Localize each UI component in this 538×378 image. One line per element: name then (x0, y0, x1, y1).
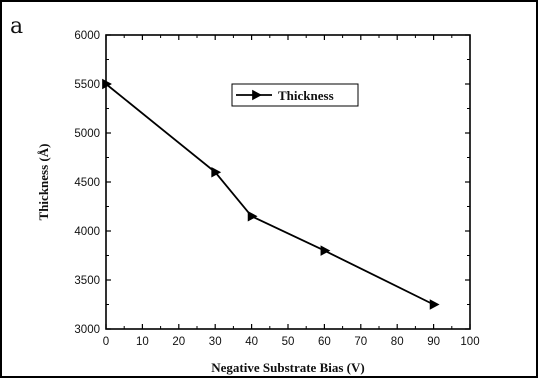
ticks-layer: 0 10 20 30 40 50 60 70 80 90 100 3000 3500 4000 4500 50… (74, 30, 479, 348)
data-point-marker (102, 78, 112, 90)
x-tick-label: 50 (282, 336, 295, 348)
x-tick-label: 30 (209, 336, 222, 348)
y-tick-label: 4500 (74, 177, 100, 189)
y-tick-label: 5500 (74, 79, 100, 91)
y-tick-label: 4000 (74, 226, 100, 238)
legend-marker (252, 89, 262, 101)
x-tick-label: 40 (245, 336, 258, 348)
y-tick-label: 6000 (74, 30, 100, 42)
y-tick-label: 5000 (74, 128, 100, 140)
legend: Thickness (231, 83, 359, 107)
axes-layer (105, 34, 471, 330)
series-layer (102, 78, 440, 310)
y-tick-label: 3000 (74, 324, 100, 336)
x-tick-label: 70 (354, 336, 367, 348)
legend-box (231, 83, 359, 107)
x-axis-title: Negative Substrate Bias (V) (211, 360, 364, 375)
x-tick-label: 0 (103, 336, 109, 348)
x-tick-label: 10 (136, 336, 149, 348)
x-tick-label: 20 (172, 336, 185, 348)
data-point-marker (320, 245, 331, 256)
y-axis-title: Thickness (Å) (36, 144, 51, 221)
data-point-marker (429, 299, 440, 310)
legend-label: Thickness (278, 88, 334, 103)
x-tick-label: 80 (391, 336, 404, 348)
data-point-marker (211, 166, 222, 178)
x-tick-label: 60 (318, 336, 331, 348)
x-tick-label: 90 (427, 336, 440, 348)
x-tick-label: 100 (460, 336, 479, 348)
y-tick-label: 3500 (74, 275, 100, 287)
data-point-marker (247, 211, 258, 222)
series-line-thickness (105, 83, 434, 306)
plot-area-border (105, 34, 471, 330)
panel-label: a (10, 14, 24, 39)
